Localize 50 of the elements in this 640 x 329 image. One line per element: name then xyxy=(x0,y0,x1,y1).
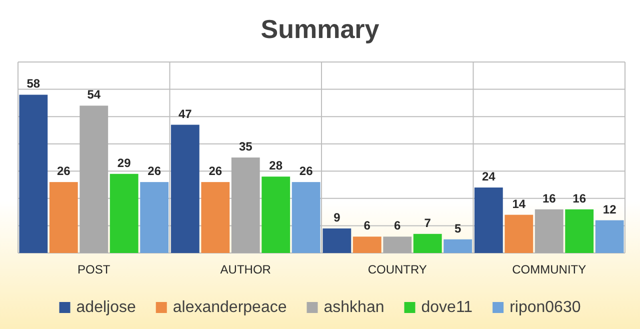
bar xyxy=(170,124,200,253)
data-label: 58 xyxy=(26,76,40,91)
data-label: 47 xyxy=(178,106,192,121)
bar xyxy=(231,158,260,253)
bar xyxy=(474,188,503,253)
legend-label: adeljose xyxy=(76,299,136,316)
bar xyxy=(534,209,564,253)
bar xyxy=(49,182,78,253)
bar xyxy=(383,236,412,253)
bar xyxy=(292,182,320,253)
x-tick-label: POST xyxy=(78,262,111,277)
data-label: 6 xyxy=(394,218,402,233)
bar xyxy=(19,94,48,253)
data-label: 26 xyxy=(148,164,162,178)
data-label: 14 xyxy=(512,196,526,211)
bar xyxy=(322,228,352,253)
data-label: 29 xyxy=(117,156,132,170)
data-label: 16 xyxy=(572,191,586,206)
data-label: 26 xyxy=(299,164,314,178)
data-label: 6 xyxy=(364,218,371,233)
legend-label: ripon0630 xyxy=(510,299,581,316)
bar xyxy=(140,182,169,253)
bar xyxy=(110,174,138,253)
bar xyxy=(595,220,624,253)
x-tick-label: COMMUNITY xyxy=(512,262,586,277)
data-label: 16 xyxy=(542,191,556,206)
legend-label: ashkhan xyxy=(324,299,384,316)
data-label: 35 xyxy=(238,140,253,154)
data-label: 54 xyxy=(87,88,101,102)
data-label: 5 xyxy=(454,221,462,236)
bar xyxy=(352,236,382,253)
bar xyxy=(504,214,534,253)
bar xyxy=(201,182,230,253)
legend-label: dove11 xyxy=(421,299,473,316)
data-label: 7 xyxy=(424,216,432,230)
data-label: 12 xyxy=(602,202,617,216)
data-label: 28 xyxy=(269,158,283,173)
bar xyxy=(565,209,594,253)
x-tick-label: AUTHOR xyxy=(220,262,272,277)
bar xyxy=(262,176,290,253)
data-label: 24 xyxy=(482,170,496,184)
chart-title: Summary xyxy=(260,14,380,44)
legend-label: alexanderpeace xyxy=(172,299,287,316)
data-label: 26 xyxy=(56,164,71,178)
x-tick-label: COUNTRY xyxy=(368,262,427,277)
bar xyxy=(80,106,108,253)
bar xyxy=(413,234,442,253)
bar xyxy=(444,239,472,253)
data-label: 26 xyxy=(208,164,222,178)
data-label: 9 xyxy=(334,210,341,224)
